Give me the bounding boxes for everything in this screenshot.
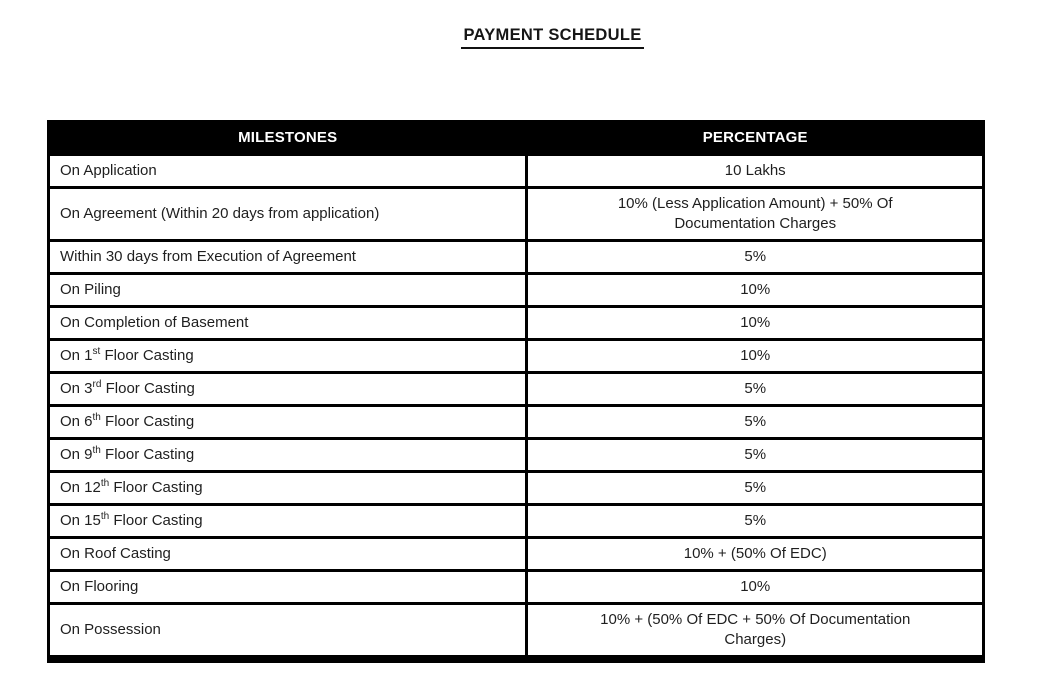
milestone-cell: Within 30 days from Execution of Agreeme… [46,239,529,275]
percentage-cell: 5% [525,371,985,407]
percentage-cell: 10% [525,338,985,374]
milestone-cell: On 6th Floor Casting [46,404,529,440]
percentage-cell: 10% (Less Application Amount) + 50% Of Do… [525,186,985,242]
percentage-cell: 5% [525,470,985,506]
table-row: On Possession 10% + (50% Of EDC + 50% Of … [46,602,985,661]
ordinal-superscript: th [92,445,101,456]
table-row: On 6th Floor Casting 5% [46,404,985,440]
table-row: On Flooring 10% [46,569,985,605]
table-row: On 15th Floor Casting 5% [46,503,985,539]
percentage-cell: 5% [525,437,985,473]
percentage-cell: 5% [525,404,985,440]
ordinal-superscript: th [92,412,101,423]
milestone-cell: On Flooring [46,569,529,605]
milestone-cell: On Possession [46,602,529,661]
milestone-cell: On Completion of Basement [46,305,529,341]
table-row: On 3rd Floor Casting 5% [46,371,985,407]
ordinal-superscript: th [100,478,110,489]
table-body: On Application 10 Lakhs On Agreement (With… [46,153,985,661]
milestone-cell: On 1st Floor Casting [46,338,529,374]
milestone-cell: On 3rd Floor Casting [46,371,529,407]
milestone-cell: On 9th Floor Casting [46,437,529,473]
table-row: On Agreement (Within 20 days from applic… [46,186,985,242]
milestones-column-header: MILESTONES [46,120,529,156]
milestone-cell: On Application [46,153,529,189]
title-area: PAYMENT SCHEDULE [0,26,1057,49]
percentage-cell: 10% + (50% Of EDC + 50% Of Documentation… [525,602,985,661]
percentage-cell: 5% [525,503,985,539]
percentage-cell: 10% + (50% Of EDC) [525,536,985,572]
milestone-cell: On 15th Floor Casting [46,503,529,539]
table-row: On Completion of Basement 10% [46,305,985,341]
percentage-column-header: PERCENTAGE [525,120,985,156]
table-row: On Roof Casting 10% + (50% Of EDC) [46,536,985,572]
table-header: MILESTONES PERCENTAGE [46,120,985,156]
milestone-cell: On Piling [46,272,529,308]
percentage-cell: 10% [525,305,985,341]
payment-schedule-table: MILESTONES PERCENTAGE On Application 10 L… [46,120,985,663]
ordinal-superscript: rd [92,379,102,390]
table-row: On Piling 10% [46,272,985,308]
percentage-cell: 10% [525,569,985,605]
milestone-cell: On Agreement (Within 20 days from applic… [46,186,529,242]
header-row: MILESTONES PERCENTAGE [46,120,985,156]
ordinal-superscript: st [92,346,101,357]
milestone-cell: On Roof Casting [46,536,529,572]
percentage-cell: 5% [525,239,985,275]
percentage-cell: 10% [525,272,985,308]
ordinal-superscript: th [100,511,110,522]
table-row: On Application 10 Lakhs [46,153,985,189]
page-title: PAYMENT SCHEDULE [461,26,644,49]
milestone-cell: On 12th Floor Casting [46,470,529,506]
table-row: On 1st Floor Casting 10% [46,338,985,374]
table-row: On 9th Floor Casting 5% [46,437,985,473]
table-row: Within 30 days from Execution of Agreeme… [46,239,985,275]
table-row: On 12th Floor Casting 5% [46,470,985,506]
percentage-cell: 10 Lakhs [525,153,985,189]
